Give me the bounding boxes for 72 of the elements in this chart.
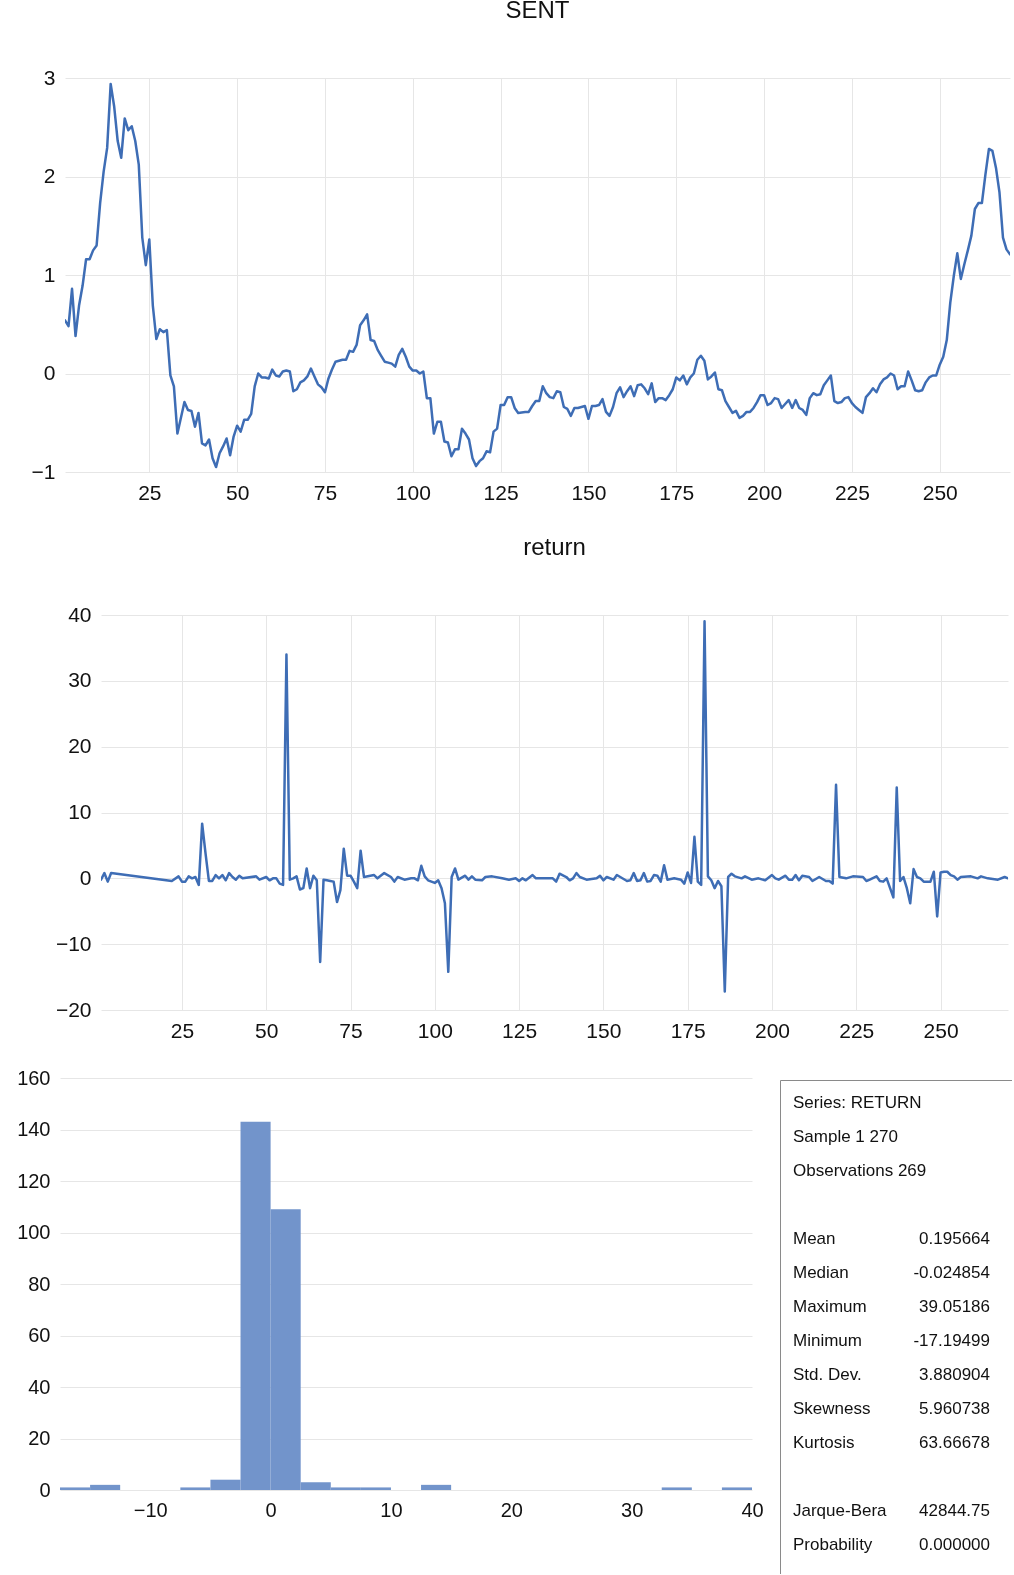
line-series: [65, 82, 1010, 469]
text: Std. Dev.: [793, 1365, 862, 1384]
x-tick-label: 225: [834, 480, 870, 504]
x-tick-label: 40: [741, 1498, 764, 1521]
text: Skewness: [793, 1399, 871, 1418]
text: -0.024854: [913, 1263, 990, 1282]
text: Sample 1 270: [793, 1127, 898, 1146]
x-tick-label: 225: [839, 1018, 875, 1042]
x-tick-label: 200: [754, 1018, 790, 1042]
x-tick-label: 125: [502, 1018, 538, 1042]
text: Observations 269: [793, 1161, 927, 1180]
text: Kurtosis: [793, 1433, 855, 1452]
text: 5.960738: [919, 1399, 990, 1418]
y-tick-label: 60: [28, 1324, 51, 1346]
y-tick-label: −20: [55, 997, 92, 1021]
x-tick-label: 75: [339, 1018, 363, 1042]
x-tick-label: 75: [313, 480, 338, 504]
text: -17.19499: [913, 1331, 990, 1350]
y-tick-label: 100: [17, 1221, 51, 1243]
x-tick-label: 25: [138, 480, 162, 504]
x-tick-label: 30: [621, 1498, 644, 1521]
text: Mean: [793, 1229, 836, 1248]
x-tick-label: 175: [670, 1018, 706, 1042]
text: Jarque-Bera: [793, 1501, 888, 1520]
x-tick-label: 0: [265, 1498, 277, 1521]
x-tick-label: 150: [586, 1018, 622, 1042]
y-tick-label: 10: [68, 800, 92, 823]
text: 0.000000: [919, 1535, 990, 1554]
text: 0.195664: [919, 1229, 990, 1248]
y-tick-label: 0: [79, 865, 92, 889]
chart-title: return: [523, 533, 586, 560]
y-tick-label: 40: [68, 602, 92, 626]
y-tick-label: 140: [17, 1118, 51, 1140]
y-tick-label: 3: [43, 65, 56, 89]
text: Probability: [793, 1535, 873, 1554]
x-tick-label: 100: [417, 1018, 453, 1042]
y-tick-label: 0: [39, 1478, 51, 1501]
y-tick-label: 40: [28, 1375, 51, 1398]
line-series: [101, 620, 1008, 993]
y-tick-label: 0: [43, 361, 56, 384]
x-tick-label: 250: [922, 480, 958, 504]
text: Maximum: [793, 1297, 867, 1316]
x-tick-label: 200: [747, 480, 783, 504]
y-tick-label: 30: [68, 668, 92, 692]
y-tick-label: 120: [17, 1169, 51, 1192]
y-tick-label: 160: [17, 1066, 51, 1089]
y-tick-label: 80: [28, 1272, 51, 1295]
x-tick-label: 175: [659, 480, 695, 504]
x-tick-label: 250: [923, 1018, 959, 1042]
y-tick-label: −10: [55, 931, 92, 955]
x-tick-label: 50: [255, 1018, 279, 1042]
text: 3.880904: [919, 1365, 990, 1384]
text: Median: [793, 1263, 849, 1282]
x-tick-label: −10: [133, 1498, 168, 1521]
y-tick-label: −1: [31, 459, 56, 483]
text: Series: RETURN: [793, 1093, 922, 1112]
x-tick-label: 150: [571, 480, 607, 504]
x-tick-label: 10: [380, 1498, 403, 1521]
chart-title: SENT: [505, 0, 570, 23]
text: 39.05186: [919, 1297, 990, 1316]
text: 63.66678: [919, 1433, 990, 1452]
x-tick-label: 100: [395, 480, 431, 504]
y-tick-label: 1: [43, 262, 56, 286]
y-tick-label: 20: [68, 734, 92, 758]
text: Minimum: [793, 1331, 862, 1350]
y-tick-label: 20: [28, 1427, 51, 1449]
text: 42844.75: [919, 1501, 990, 1520]
y-tick-label: 2: [43, 164, 56, 187]
x-tick-label: 125: [483, 480, 519, 504]
x-tick-label: 25: [170, 1018, 195, 1042]
x-tick-label: 50: [225, 480, 250, 504]
x-tick-label: 20: [500, 1498, 523, 1521]
